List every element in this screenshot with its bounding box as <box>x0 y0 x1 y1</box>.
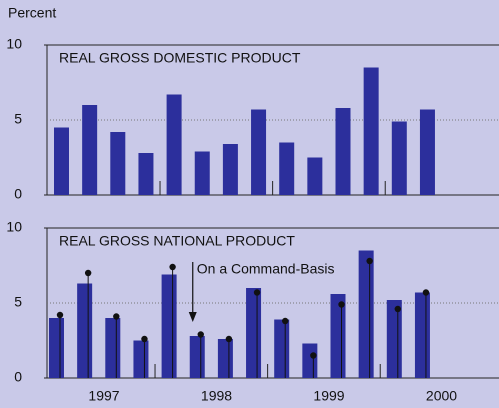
dot <box>422 289 430 296</box>
dot <box>56 311 64 319</box>
dot <box>197 331 204 338</box>
bar <box>363 67 379 195</box>
arrow-head <box>188 312 197 322</box>
bar <box>166 94 182 195</box>
annotation: On a Command-Basis <box>197 261 335 277</box>
y-axis-label: Percent <box>8 5 56 21</box>
bar <box>217 339 233 378</box>
bar <box>138 153 154 195</box>
dot <box>366 257 373 265</box>
bar <box>358 250 374 378</box>
bar <box>302 343 318 378</box>
bar <box>414 292 430 378</box>
bar <box>161 274 177 378</box>
bar <box>307 157 323 195</box>
bar <box>246 288 262 378</box>
y-tick-label: 0 <box>14 369 22 385</box>
y-tick-label: 10 <box>6 219 22 235</box>
dot <box>310 352 317 359</box>
bar <box>77 283 93 378</box>
x-tick-label: 1997 <box>88 388 119 404</box>
bar <box>279 142 295 195</box>
bar <box>386 300 402 378</box>
bar <box>105 318 121 378</box>
dot <box>225 335 233 343</box>
bar <box>54 127 69 195</box>
dot <box>394 305 401 313</box>
bar <box>82 105 98 195</box>
bar <box>110 132 126 195</box>
bar <box>189 336 205 378</box>
bar <box>391 121 407 195</box>
dot <box>338 301 345 308</box>
bar <box>222 144 238 195</box>
y-tick-label: 10 <box>6 36 22 52</box>
dot <box>253 289 261 296</box>
y-tick-label: 5 <box>14 294 22 310</box>
y-tick-label: 5 <box>14 111 22 127</box>
bar <box>251 109 267 195</box>
y-tick-label: 0 <box>14 186 22 202</box>
bar <box>335 108 351 195</box>
panel-title: REAL GROSS DOMESTIC PRODUCT <box>59 50 301 66</box>
dot <box>113 313 120 320</box>
dot <box>84 269 92 277</box>
panel-title: REAL GROSS NATIONAL PRODUCT <box>59 233 295 249</box>
dot <box>282 317 289 325</box>
dot <box>141 335 148 343</box>
bar <box>274 319 290 378</box>
bar <box>49 318 64 378</box>
x-tick-label: 1999 <box>313 388 344 404</box>
bar <box>194 151 210 195</box>
bar <box>133 340 149 378</box>
dot <box>169 263 176 271</box>
x-tick-label: 1998 <box>201 388 232 404</box>
bar <box>419 109 435 195</box>
x-tick-label: 2000 <box>426 388 457 404</box>
